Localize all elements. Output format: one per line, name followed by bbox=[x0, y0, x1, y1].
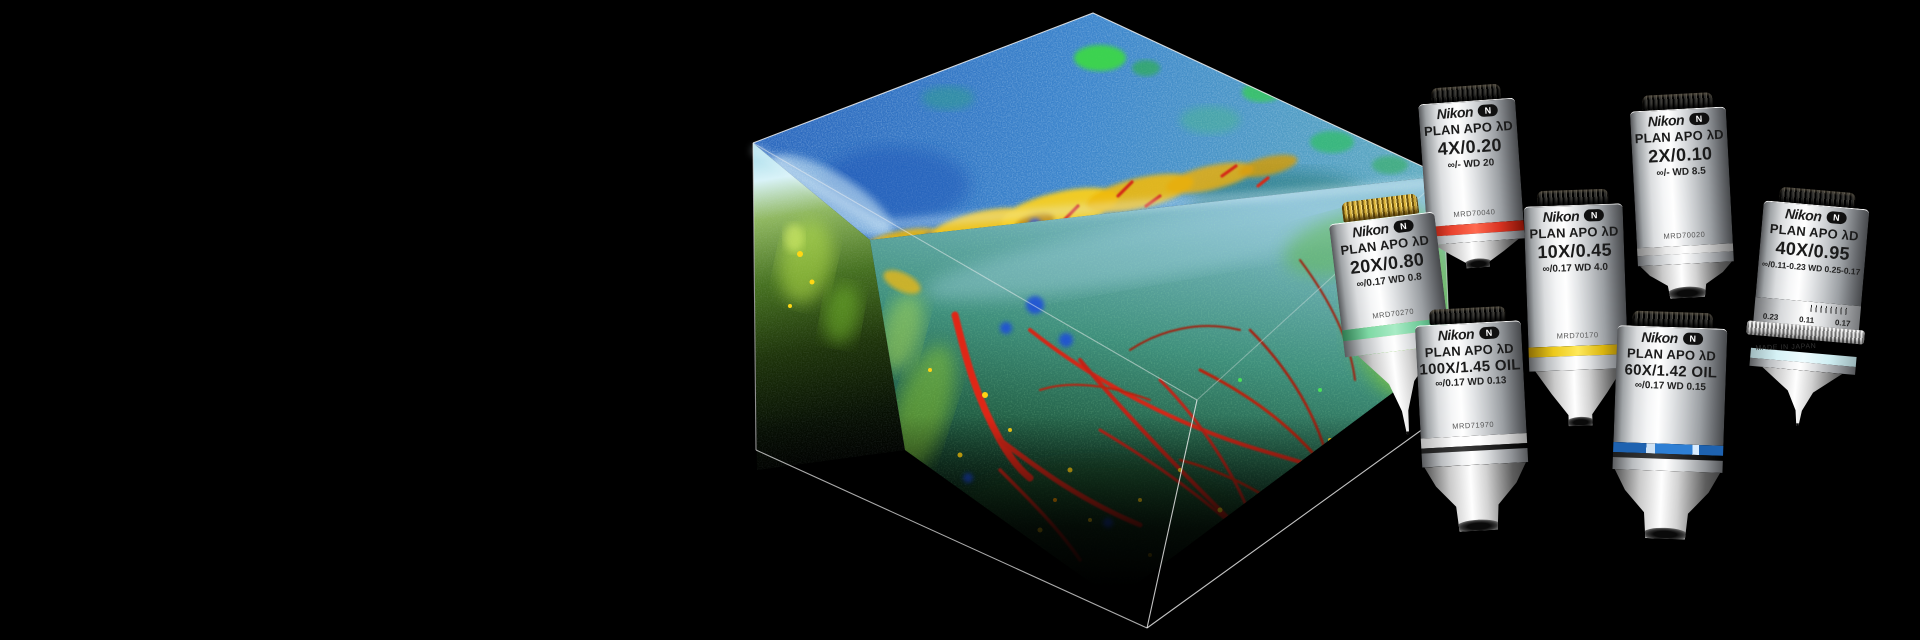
objective-barrel: Nikon N PLAN APO λD 10X/0.45 ∞/0.17 WD 4.… bbox=[1523, 203, 1628, 348]
working-distance-label: ∞/0.17 WD 0.15 bbox=[1634, 379, 1707, 394]
collar-value: 0.11 bbox=[1798, 314, 1815, 326]
collar-tick-marks bbox=[1810, 304, 1849, 316]
n-badge: N bbox=[1583, 208, 1605, 222]
magnification-label: 2X/0.10 bbox=[1647, 143, 1713, 167]
objective-10x: Nikon N PLAN APO λD 10X/0.45 ∞/0.17 WD 4.… bbox=[1523, 188, 1630, 427]
objective-barrel: Nikon N PLAN APO λD 100X/1.45 OIL ∞/0.17 … bbox=[1414, 320, 1527, 439]
n-badge: N bbox=[1478, 326, 1500, 340]
part-number: MRD70170 bbox=[1556, 330, 1599, 341]
n-badge: N bbox=[1825, 210, 1847, 225]
made-in-label: MADE IN JAPAN bbox=[1755, 342, 1817, 353]
nikon-logo: Nikon bbox=[1784, 205, 1823, 225]
n-badge: N bbox=[1477, 103, 1499, 118]
working-distance-label: ∞/- WD 20 bbox=[1447, 157, 1495, 172]
objective-nose bbox=[1638, 261, 1736, 300]
objective-2x: Nikon N PLAN APO λD 2X/0.10 ∞/- WD 8.5 MR… bbox=[1629, 91, 1736, 300]
objective-nose bbox=[1610, 469, 1722, 541]
n-badge: N bbox=[1688, 112, 1710, 126]
working-distance-label: ∞/0.17 WD 0.13 bbox=[1435, 375, 1507, 390]
objective-60x: Nikon N PLAN APO λD 60X/1.42 OIL ∞/0.17 W… bbox=[1610, 310, 1728, 541]
working-distance-label: ∞/0.17 WD 4.0 bbox=[1542, 261, 1609, 276]
collar-value: 0.17 bbox=[1834, 317, 1851, 329]
objective-100x: Nikon N PLAN APO λD 100X/1.45 OIL ∞/0.17 … bbox=[1414, 305, 1532, 533]
objective-barrel: Nikon N PLAN APO λD 40X/0.95 ∞/0.11-0.23 … bbox=[1755, 200, 1870, 307]
collar-value: 0.23 bbox=[1762, 311, 1779, 323]
objective-nose bbox=[1422, 462, 1531, 533]
nikon-logo: Nikon bbox=[1437, 325, 1475, 344]
n-badge: N bbox=[1392, 219, 1414, 234]
n-badge: N bbox=[1682, 332, 1703, 346]
objective-barrel: Nikon N PLAN APO λD 2X/0.10 ∞/- WD 8.5 MR… bbox=[1629, 106, 1733, 249]
nikon-logo: Nikon bbox=[1641, 328, 1679, 347]
series-label: PLAN APO λD bbox=[1626, 345, 1717, 364]
nikon-logo: Nikon bbox=[1436, 103, 1474, 123]
nikon-logo: Nikon bbox=[1542, 207, 1580, 226]
objective-barrel: Nikon N PLAN APO λD 60X/1.42 OIL ∞/0.17 W… bbox=[1613, 325, 1728, 446]
objective-40x: Nikon N PLAN APO λD 40X/0.95 ∞/0.11-0.23 … bbox=[1745, 185, 1871, 430]
objective-barrel: Nikon N PLAN APO λD 4X/0.20 ∞/- WD 20 MRD… bbox=[1418, 97, 1524, 228]
working-distance-label: ∞/- WD 8.5 bbox=[1656, 165, 1707, 180]
nikon-logo: Nikon bbox=[1647, 111, 1685, 130]
magnification-label: 10X/0.45 bbox=[1537, 239, 1613, 263]
series-label: PLAN APO λD bbox=[1529, 223, 1619, 242]
magnification-label: 60X/1.42 OIL bbox=[1624, 361, 1718, 382]
edge-haze bbox=[750, 143, 1444, 231]
bottom-fade bbox=[700, 410, 1480, 640]
objective-nose bbox=[1745, 366, 1855, 431]
